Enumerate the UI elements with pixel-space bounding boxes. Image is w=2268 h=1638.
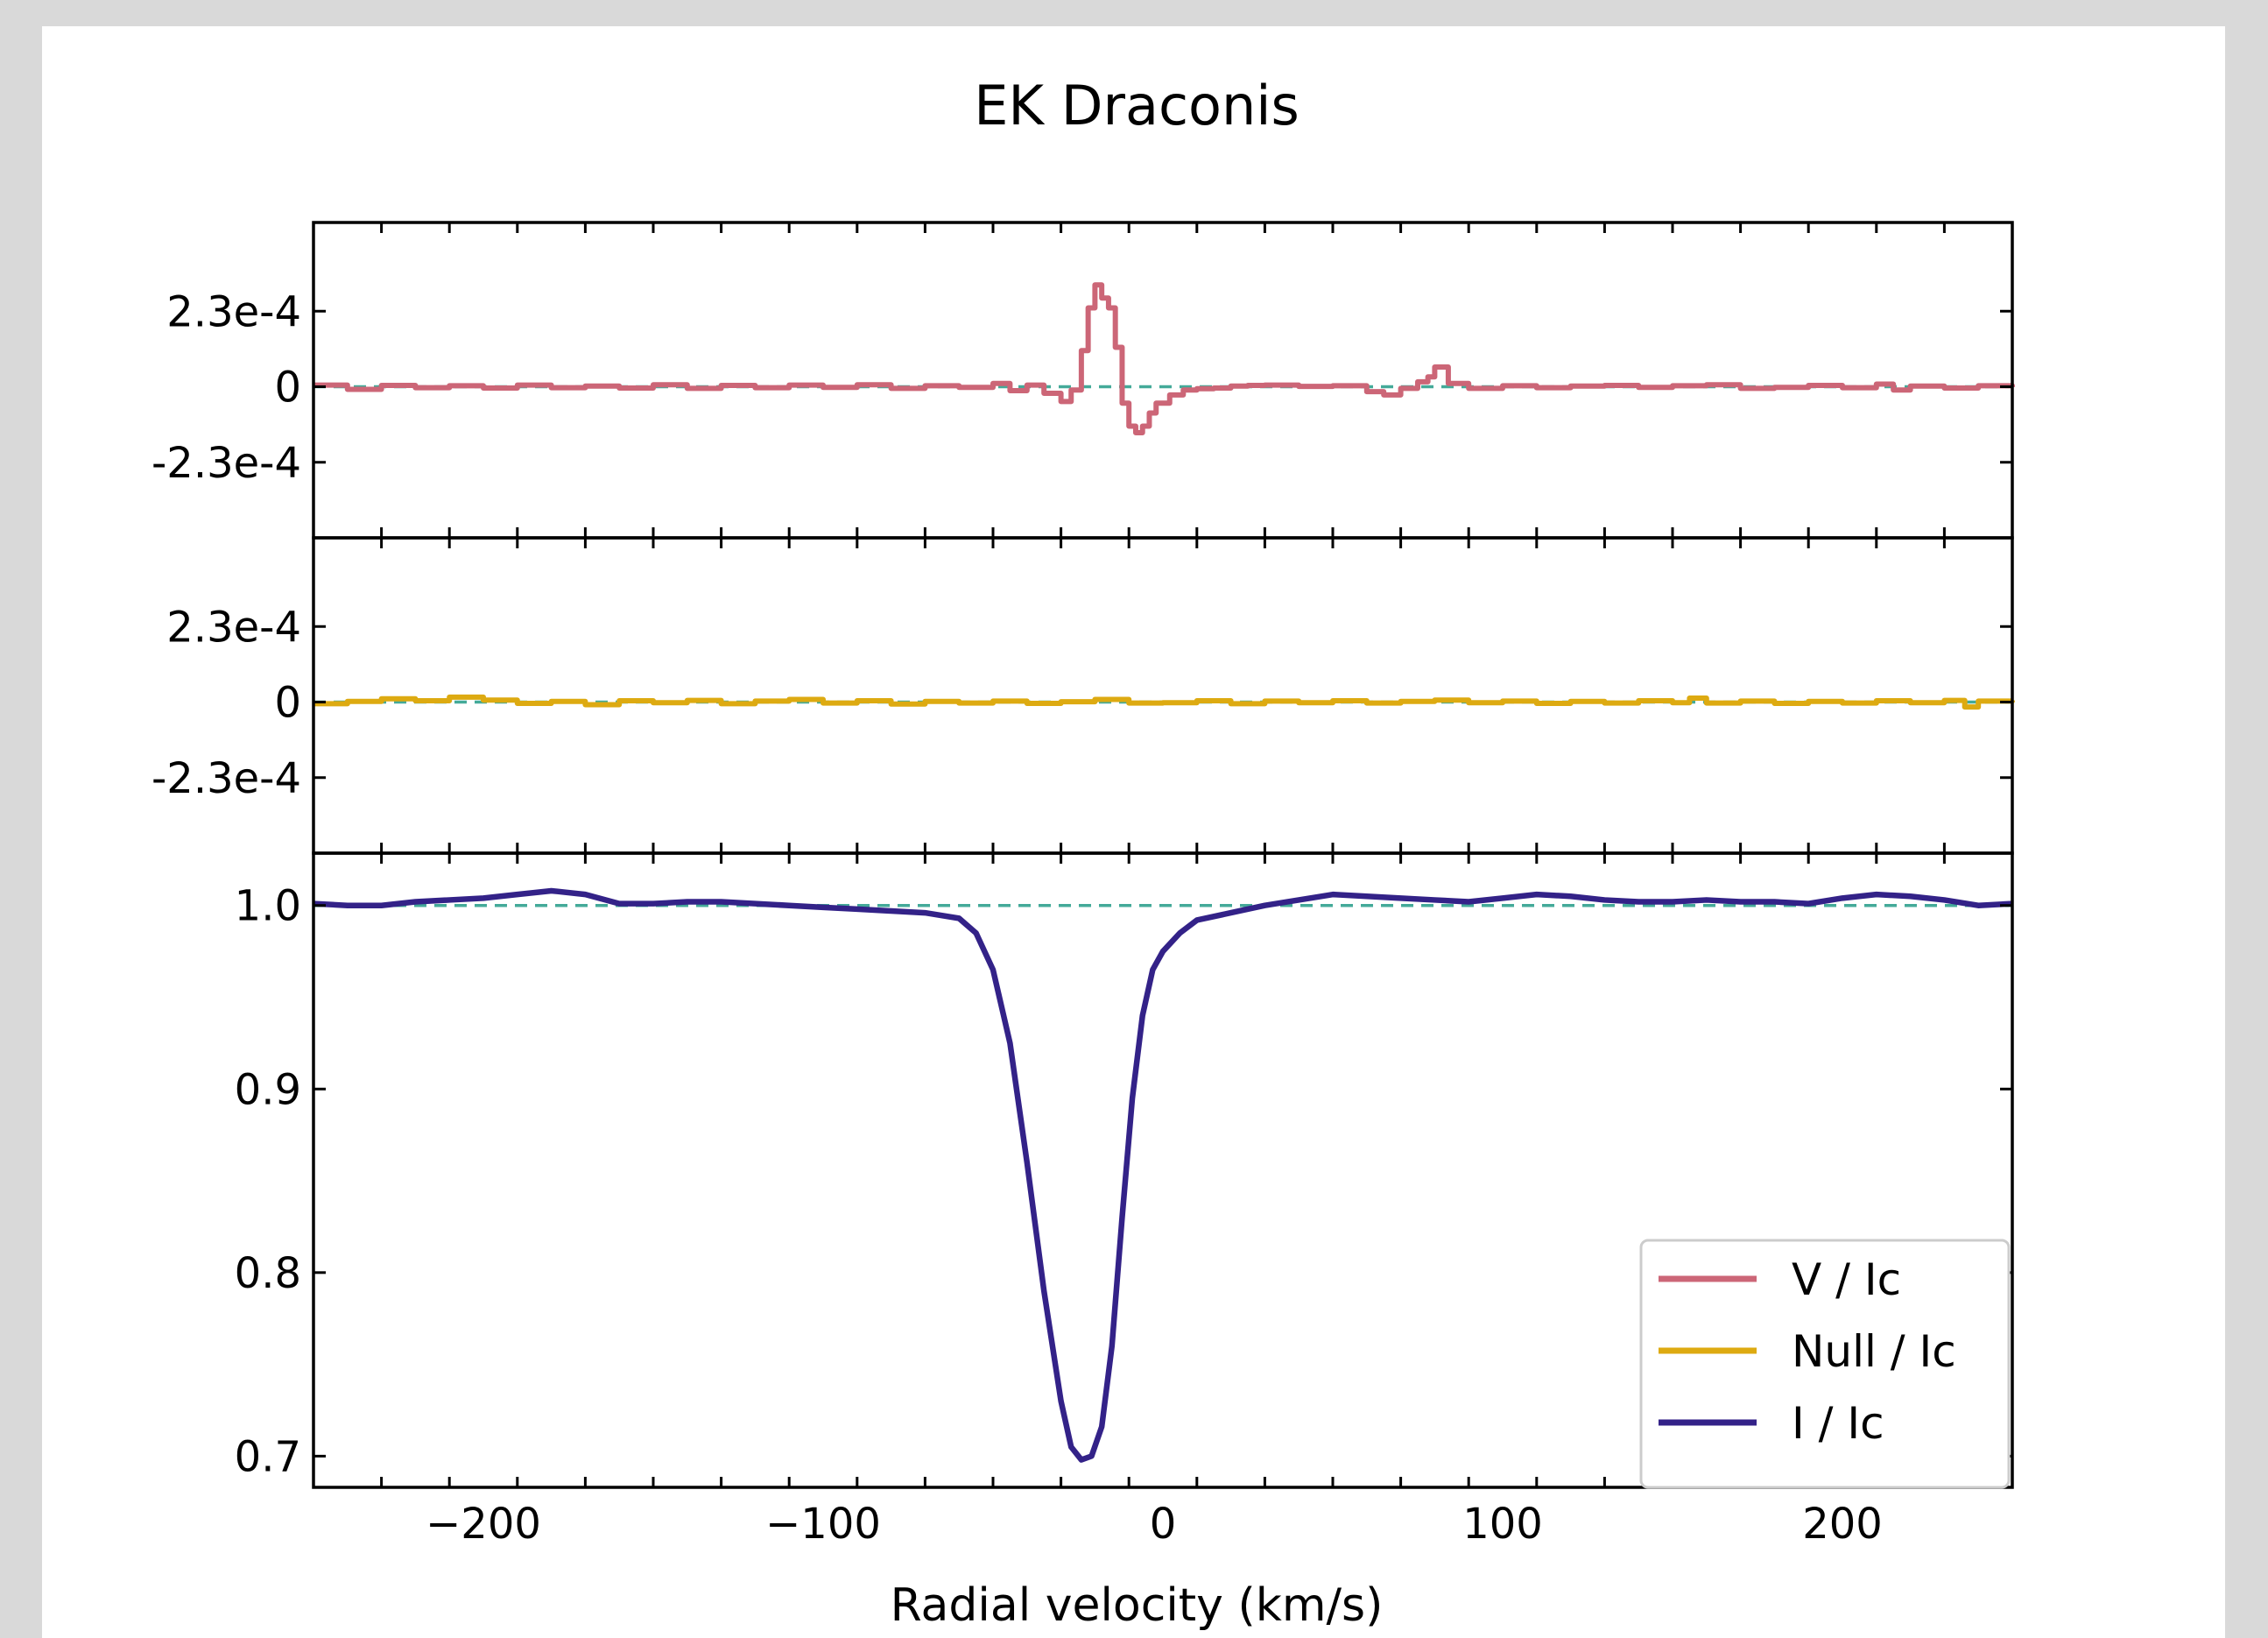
series-line bbox=[313, 282, 2015, 435]
y-tick-label: 0 bbox=[274, 679, 301, 728]
x-axis: −200 −100 0 100 200 bbox=[426, 1500, 1883, 1549]
y-tick-label: 0.7 bbox=[235, 1432, 301, 1481]
y-tick-label: 0.9 bbox=[235, 1065, 301, 1114]
x-tick-label: 0 bbox=[1150, 1500, 1177, 1549]
legend-label: I / Ic bbox=[1792, 1398, 1884, 1449]
series-line bbox=[313, 887, 2013, 1463]
panel-frame bbox=[312, 536, 2014, 855]
panel-1: 2.3e-4 0 -2.3e-4 bbox=[151, 221, 2015, 540]
x-tick-label: −200 bbox=[426, 1500, 541, 1549]
panel-2: 2.3e-4 0 -2.3e-4 bbox=[151, 536, 2015, 855]
y-tick-label: 0 bbox=[274, 364, 301, 413]
x-tick-label: 200 bbox=[1802, 1500, 1883, 1549]
y-tick-label: 2.3e-4 bbox=[166, 603, 301, 652]
y-tick-label: -2.3e-4 bbox=[151, 754, 301, 803]
figure: EK Draconis 2.3e-4 0 -2.3e-4 2.3e-4 0 -2.3e-4… bbox=[42, 26, 2225, 1638]
y-tick-label: -2.3e-4 bbox=[151, 439, 301, 488]
panel-3: 1.0 0.9 0.8 0.7 bbox=[235, 851, 2014, 1489]
panel-frame bbox=[312, 221, 2014, 540]
panels: 2.3e-4 0 -2.3e-4 2.3e-4 0 -2.3e-4 1.0 0.9 0.8 0.7 bbox=[151, 221, 2015, 1489]
chart-title: EK Draconis bbox=[974, 74, 1300, 138]
y-tick-label: 1.0 bbox=[235, 882, 301, 931]
panel-frame bbox=[312, 851, 2014, 1489]
spectrum-chart: EK Draconis 2.3e-4 0 -2.3e-4 2.3e-4 0 -2.3e-4… bbox=[151, 74, 2015, 1632]
y-tick-label: 0.8 bbox=[235, 1249, 301, 1298]
x-axis-label: Radial velocity (km/s) bbox=[891, 1579, 1384, 1632]
legend-label: V / Ic bbox=[1792, 1254, 1901, 1305]
x-tick-label: 100 bbox=[1462, 1500, 1543, 1549]
series-line bbox=[313, 694, 2015, 710]
x-tick-label: −100 bbox=[765, 1500, 881, 1549]
legend-label: Null / Ic bbox=[1792, 1326, 1956, 1377]
y-tick-label: 2.3e-4 bbox=[166, 287, 301, 336]
legend: V / Ic Null / Ic I / Ic bbox=[1639, 1239, 2011, 1489]
